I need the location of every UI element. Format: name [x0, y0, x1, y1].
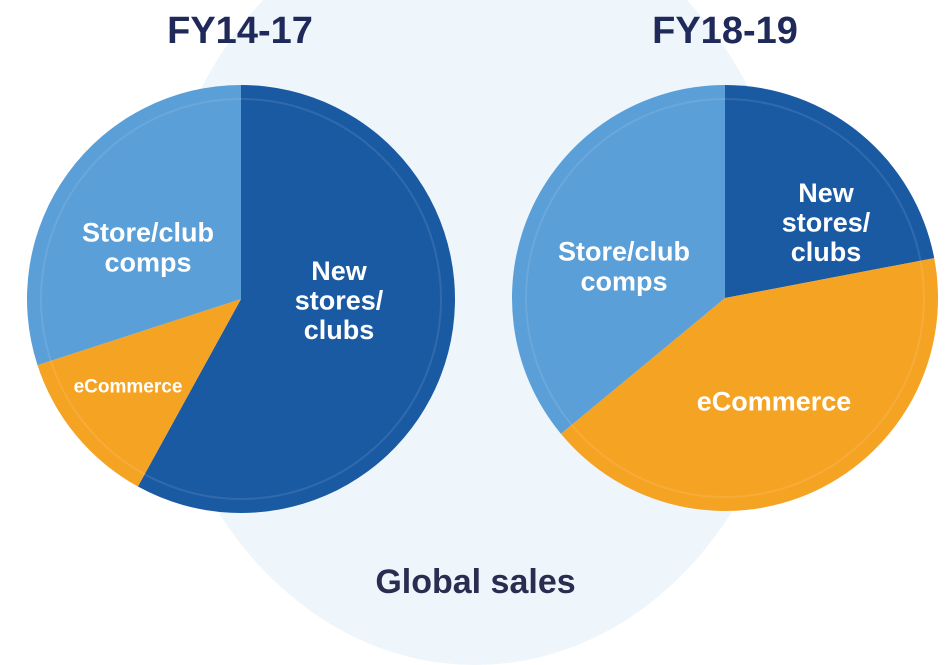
pie-0: New stores/clubs eCommerce Store/club comps	[26, 85, 455, 513]
pie-0-inner-ring	[40, 98, 442, 500]
pie-1-label-2: Store/club comps	[558, 237, 690, 297]
pie-0-slice-1	[37, 299, 241, 487]
pie-0-slice-0	[137, 85, 455, 513]
pie-0-label-2: Store/club comps	[82, 218, 214, 278]
pie-1-label-0: New stores/clubs	[782, 178, 871, 267]
pie-0-label-1: eCommerce	[74, 377, 183, 398]
pie-0-slice-2	[26, 85, 241, 366]
chart-caption: Global sales	[375, 563, 576, 601]
pie-0-label-0: New stores/clubs	[295, 256, 384, 345]
chart-title-fy14-17: FY14-17	[167, 10, 313, 52]
pie-1: New stores/clubs eCommerce Store/club comps	[512, 84, 938, 511]
pie-1-slice-2	[512, 84, 725, 434]
pie-1-slice-0	[725, 85, 935, 298]
pie-1-slice-1	[560, 258, 938, 511]
pie-1-inner-ring	[525, 98, 925, 498]
chart-title-fy18-19: FY18-19	[652, 10, 798, 52]
pie-1-label-1: eCommerce	[697, 386, 852, 416]
